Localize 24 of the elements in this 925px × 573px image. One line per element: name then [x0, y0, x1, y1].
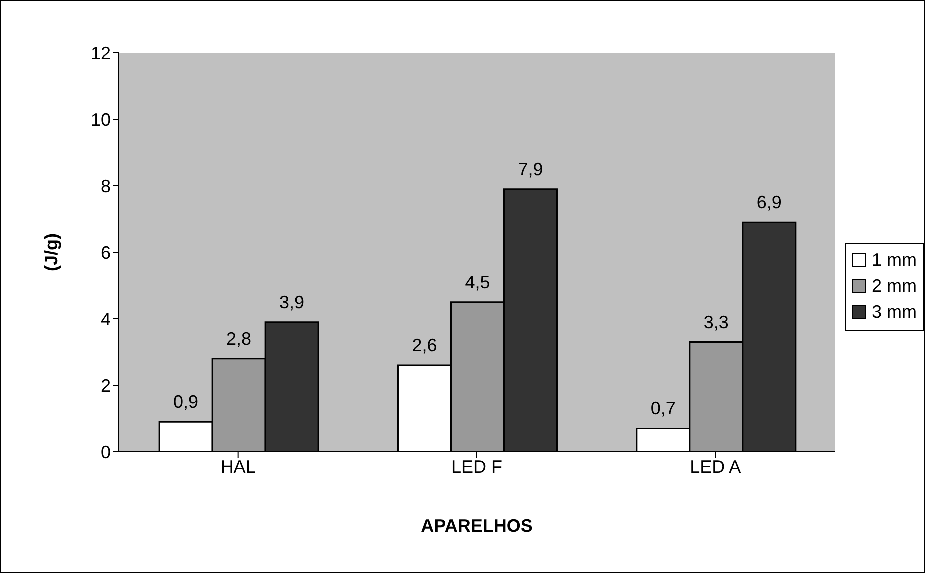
data-label: 7,9 — [518, 159, 544, 180]
y-tick-label: 4 — [100, 309, 111, 330]
legend-label: 2 mm — [872, 276, 917, 297]
data-label: 3,3 — [704, 312, 729, 332]
data-label: 4,5 — [465, 272, 490, 292]
data-label: 2,6 — [412, 336, 438, 356]
x-axis-title: APARELHOS — [421, 516, 533, 536]
x-tick-label: LED F — [451, 456, 503, 477]
data-label: 3,9 — [280, 292, 305, 312]
y-axis-title: (J/g) — [41, 234, 62, 272]
legend-label: 3 mm — [872, 302, 917, 323]
y-tick-label: 6 — [100, 242, 111, 263]
y-tick-label: 10 — [90, 110, 111, 130]
y-tick-label: 2 — [100, 376, 111, 396]
data-label: 6,9 — [756, 192, 782, 213]
data-label: 0,7 — [650, 398, 676, 419]
y-tick-label: 12 — [90, 43, 111, 64]
data-label: 2,8 — [226, 328, 252, 349]
data-label: 0,9 — [174, 392, 199, 412]
y-tick-label: 8 — [100, 176, 111, 196]
x-tick-label: HAL — [220, 456, 256, 477]
y-tick-label: 0 — [100, 442, 111, 462]
x-tick-label: LED A — [690, 456, 742, 477]
legend-label: 1 mm — [872, 250, 917, 271]
